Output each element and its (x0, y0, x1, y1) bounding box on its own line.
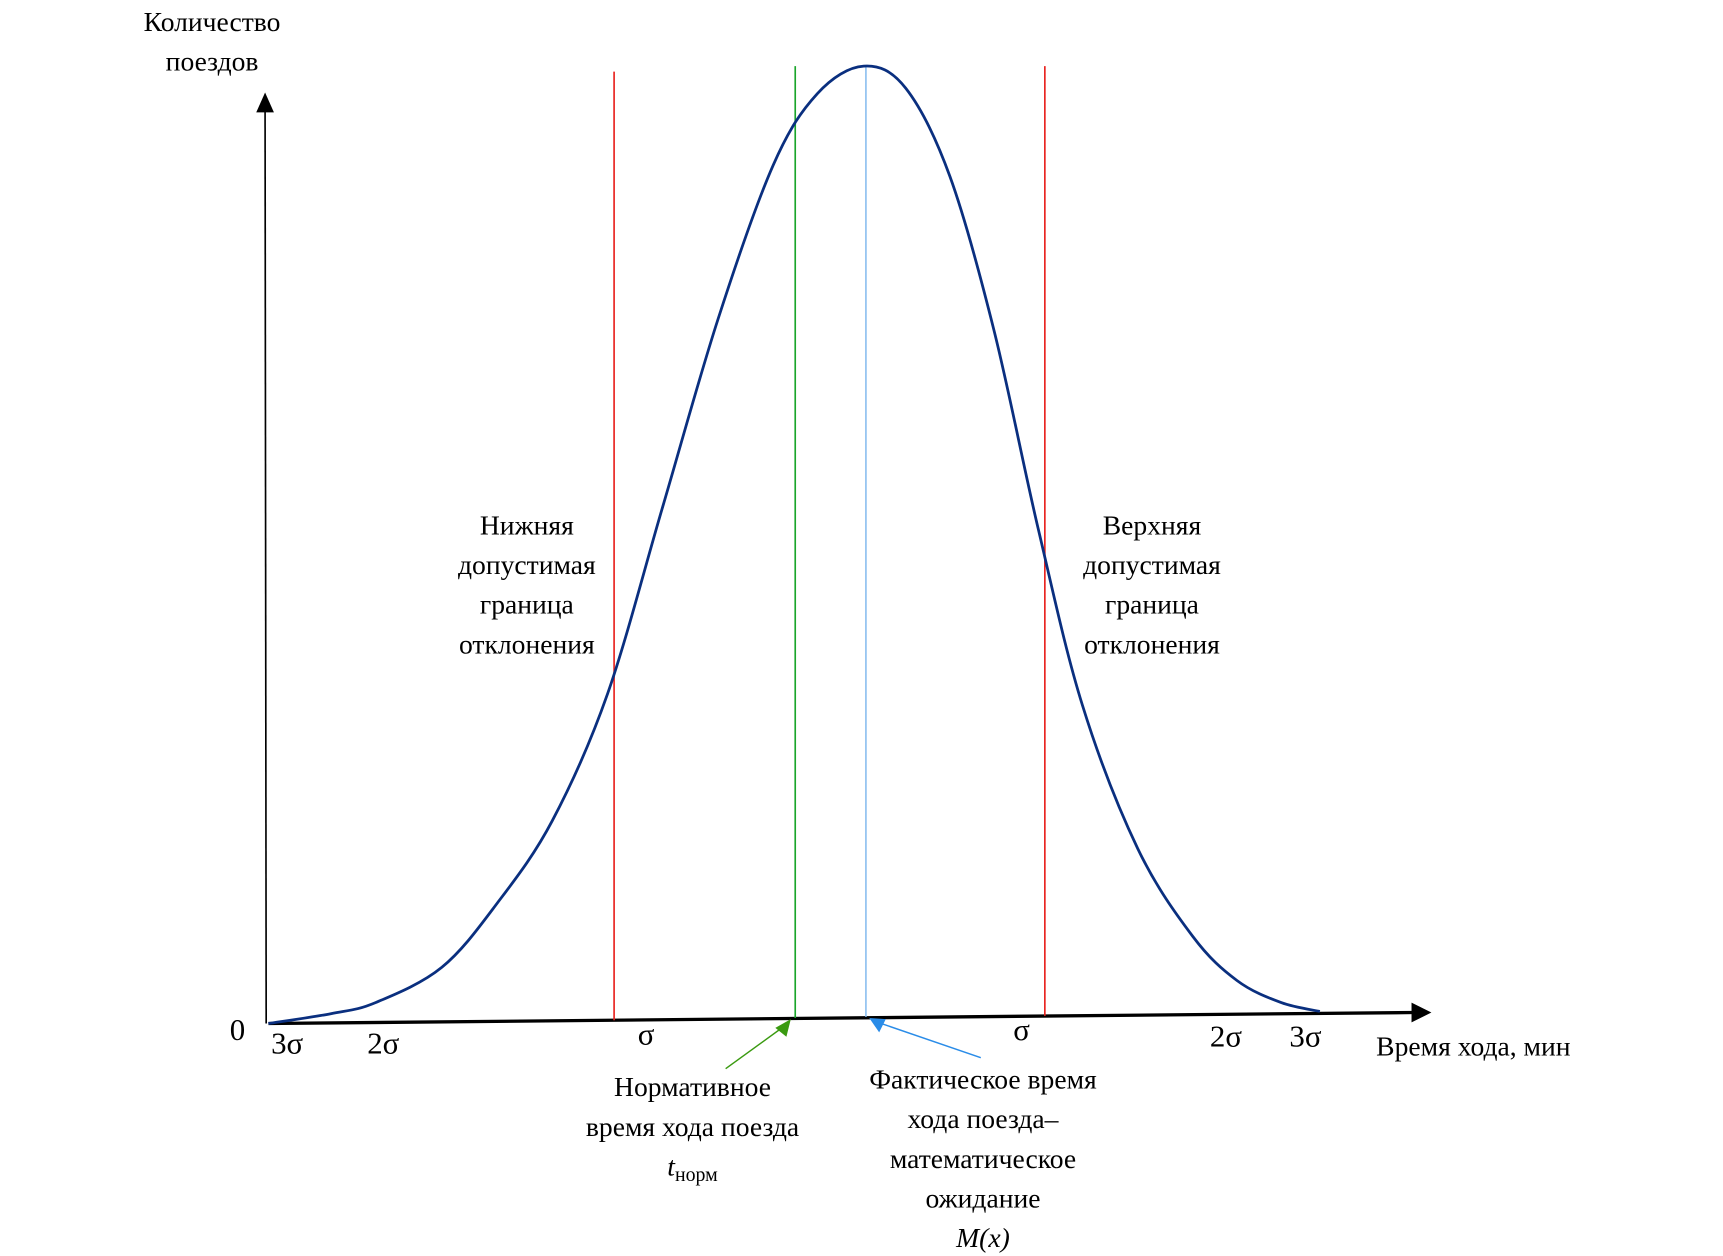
label-line: хода поезда– (908, 1103, 1059, 1134)
label-line: граница (1105, 589, 1199, 620)
y-axis-label-line2: поездов (166, 46, 259, 77)
lower-limit-label: Нижняя допустимая граница отклонения (458, 509, 596, 659)
label-line: отклонения (1084, 628, 1220, 659)
x-axis (268, 1010, 1414, 1026)
label-line: отклонения (459, 628, 595, 659)
label-line: Нормативное (614, 1071, 771, 1102)
x-axis-arrow-icon (1411, 1002, 1432, 1023)
mean-symbol: M(x) (955, 1222, 1010, 1253)
mean-arrow-icon (869, 1018, 886, 1033)
distribution-curve (268, 64, 1321, 1025)
normative-pointer-line (725, 1024, 787, 1070)
label-line: ожидание (925, 1183, 1040, 1214)
normative-symbol: tнорм (667, 1151, 718, 1186)
tick-right-1sigma: σ (1013, 1012, 1030, 1047)
tick-right-2sigma: 2σ (1210, 1019, 1242, 1054)
label-line: допустимая (1083, 549, 1221, 580)
label-line: допустимая (458, 549, 596, 580)
upper-limit-label: Верхняя допустимая граница отклонения (1083, 509, 1221, 659)
y-axis-label-line1: Количество (144, 6, 281, 37)
label-line: время хода поезда (586, 1111, 799, 1142)
x-axis-label: Время хода, мин (1376, 1031, 1571, 1062)
y-axis-arrow-icon (256, 92, 274, 113)
tick-right-3sigma: 3σ (1289, 1019, 1321, 1054)
mean-pointer-line (877, 1021, 982, 1059)
label-line: Нижняя (480, 509, 574, 540)
actual-label: Фактическое время хода поезда– математич… (869, 1064, 1097, 1254)
label-line: Фактическое время (869, 1064, 1097, 1095)
tick-left-2sigma: 2σ (367, 1025, 399, 1060)
label-line: граница (480, 589, 574, 620)
origin-label: 0 (230, 1012, 245, 1047)
label-line: математическое (890, 1143, 1076, 1174)
normative-label: Нормативное время хода поезда tнорм (586, 1071, 799, 1186)
label-line: Верхняя (1103, 509, 1202, 540)
tick-left-3sigma: 3σ (271, 1025, 303, 1060)
normative-arrow-icon (775, 1019, 791, 1037)
y-axis (264, 110, 268, 1024)
tick-left-1sigma: σ (638, 1016, 655, 1051)
